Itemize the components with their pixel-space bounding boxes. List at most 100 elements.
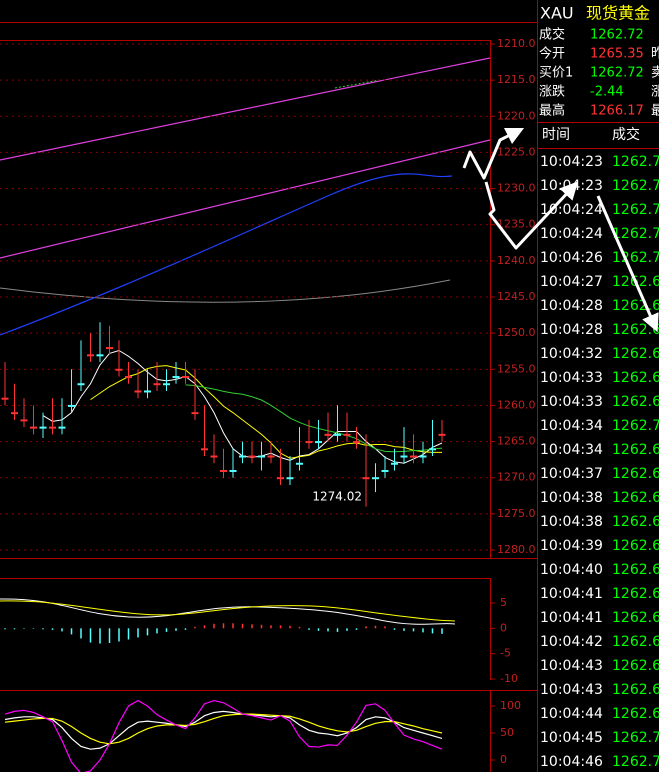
candle-body — [315, 441, 322, 444]
channel-line — [0, 57, 490, 161]
trade-price: 1262.6 — [612, 538, 659, 554]
trade-time: 10:04:23 — [540, 178, 603, 194]
symbol-name: 现货黄金 — [586, 4, 650, 23]
y-tick-label: 1275.0 — [497, 507, 536, 520]
quote-label: 买价1 — [539, 66, 573, 81]
trade-price: 1262.6 — [612, 586, 659, 602]
trade-time: 10:04:34 — [540, 442, 603, 458]
trade-price: 1262.6 — [612, 658, 659, 674]
quote-label: 最高 — [539, 103, 565, 119]
y-tick-label: -10 — [500, 672, 518, 685]
candle-body — [372, 477, 379, 480]
trade-price: 1262.7 — [612, 178, 659, 194]
quote-value: 1266.17 — [590, 104, 644, 119]
candle-body — [267, 455, 275, 458]
macd-line — [0, 598, 456, 625]
trade-time: 10:04:39 — [540, 538, 603, 554]
trade-time: 10:04:42 — [540, 634, 603, 650]
y-tick-label: 1230.0 — [497, 182, 536, 195]
price-panel: 1274.02 — [0, 43, 490, 551]
indicator-line — [4, 713, 443, 745]
macd-panel — [0, 598, 456, 644]
candle-body — [210, 455, 218, 458]
indicator-line — [4, 710, 443, 750]
y-tick-label: 5 — [500, 596, 507, 609]
y-tick-label: 1220.0 — [497, 109, 536, 122]
moving-average — [0, 173, 453, 336]
candle-body — [1, 397, 9, 400]
trade-price: 1262.6 — [612, 514, 659, 530]
quote-label: 昨 — [651, 47, 659, 62]
candle-body — [286, 477, 294, 480]
trade-time: 10:04:28 — [540, 298, 603, 314]
quote-value: 1265.35 — [590, 47, 644, 62]
trade-time: 10:04:34 — [540, 418, 603, 434]
candle-body — [410, 455, 417, 458]
y-tick-label: -5 — [500, 647, 511, 660]
candle-body — [334, 433, 341, 436]
trade-price: 1262.6 — [612, 706, 659, 722]
y-tick-label: 1280.0 — [497, 543, 536, 556]
trade-price: 1262.7 — [612, 202, 659, 218]
y-tick-label: 1225.0 — [497, 145, 536, 158]
candle-body — [429, 448, 436, 451]
candle-body — [438, 433, 446, 436]
candle-body — [115, 368, 123, 371]
candle-body — [30, 426, 37, 429]
trade-time: 10:04:45 — [540, 730, 603, 746]
trade-time: 10:04:33 — [540, 370, 603, 386]
indicator-line — [4, 699, 443, 772]
candle-body — [324, 433, 332, 436]
trade-time: 10:04:44 — [540, 706, 603, 722]
candle-body — [77, 383, 85, 386]
annotation-arrows — [462, 127, 659, 333]
y-tick-label: 0 — [500, 753, 507, 766]
y-tick-label: 1215.0 — [497, 73, 536, 86]
candle-body — [58, 426, 66, 429]
quote-label: 最 — [651, 104, 659, 119]
y-tick-label: 100 — [500, 699, 521, 712]
candle-body — [39, 426, 47, 429]
trade-price: 1262.6 — [612, 490, 659, 506]
trade-time: 10:04:46 — [540, 754, 603, 770]
candle-body — [419, 455, 427, 458]
trade-time: 10:04:41 — [540, 610, 603, 626]
candle-body — [96, 354, 104, 357]
candle-body — [400, 455, 408, 458]
candle-body — [239, 455, 246, 458]
trade-price: 1262.6 — [612, 634, 659, 650]
trade-price: 1262.7 — [612, 154, 659, 170]
candle-body — [381, 469, 389, 472]
candle-body — [68, 404, 75, 407]
candle-body — [277, 477, 284, 480]
quote-label: 成交 — [539, 27, 565, 43]
candle-body — [353, 441, 360, 444]
trade-time: 10:04:26 — [540, 250, 603, 266]
trade-price: 1262.7 — [612, 730, 659, 746]
trade-time: 10:04:43 — [540, 682, 603, 698]
candle-body — [229, 469, 237, 472]
candle-body — [20, 419, 28, 422]
trade-price: 1262.7 — [612, 754, 659, 770]
candle-body — [182, 376, 189, 379]
trade-time: 10:04:38 — [540, 514, 603, 530]
trade-time: 10:04:27 — [540, 274, 603, 290]
y-tick-label: 1245.0 — [497, 290, 536, 303]
trade-price: 1262.7 — [612, 226, 659, 242]
trade-price: 1262.6 — [612, 322, 659, 338]
y-tick-label: 50 — [500, 726, 514, 739]
trade-price: 1262.6 — [612, 562, 659, 578]
candle-body — [87, 354, 94, 357]
y-tick-label: 1250.0 — [497, 326, 536, 339]
trade-price: 1262.7 — [612, 418, 659, 434]
quote-label: 涨跌 — [539, 84, 565, 100]
candle-body — [248, 455, 256, 458]
candle-body — [305, 441, 313, 444]
candle-body — [296, 462, 303, 465]
trade-price: 1262.6 — [612, 346, 659, 362]
y-tick-label: 1240.0 — [497, 254, 536, 267]
trade-price: 1262.6 — [612, 610, 659, 626]
